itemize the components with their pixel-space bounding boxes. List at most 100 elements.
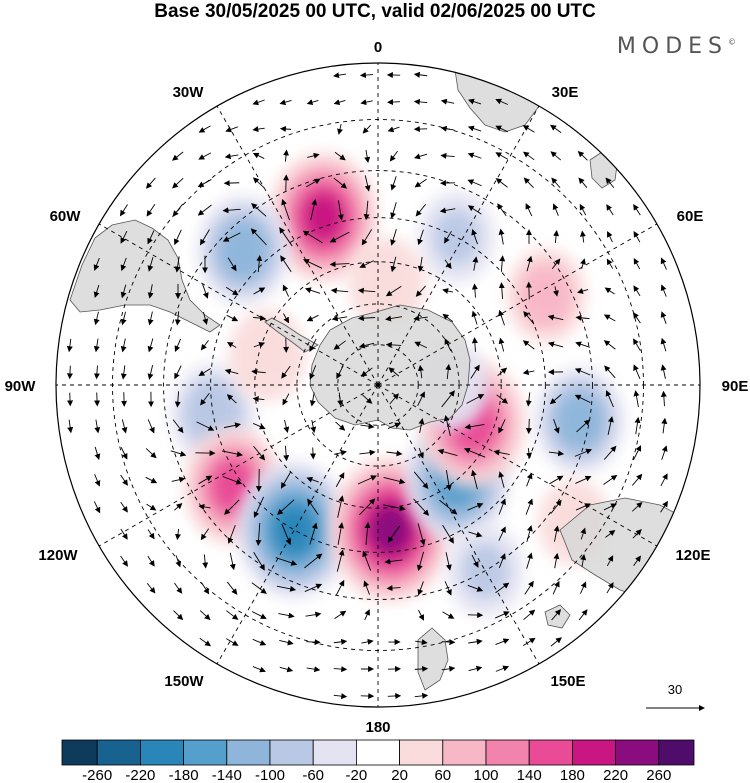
wind-vector — [201, 582, 210, 595]
colorbar-swatch — [139, 739, 184, 766]
colorbar-swatch — [312, 739, 357, 766]
wind-vector — [280, 255, 292, 273]
wind-vector — [93, 257, 100, 271]
tasmania — [544, 604, 571, 629]
wind-vector — [414, 692, 429, 699]
wind-vector — [605, 390, 614, 408]
wind-vector — [498, 228, 505, 245]
wind-vector — [253, 552, 265, 571]
wind-vector — [633, 285, 641, 297]
wind-vector — [360, 423, 375, 430]
wind-vector — [174, 365, 182, 380]
wind-vector — [603, 445, 617, 460]
wind-vector — [495, 125, 508, 133]
wind-vector — [147, 311, 154, 326]
wind-vector — [417, 523, 426, 546]
lon-label-90e: 90E — [722, 378, 749, 395]
wind-vector — [634, 416, 641, 435]
colorbar-tick-label: -20 — [346, 767, 368, 783]
wind-vector — [553, 286, 559, 297]
wind-vector — [547, 341, 564, 348]
wind-vector — [471, 310, 478, 325]
wind-vector — [147, 284, 154, 299]
wind-vector — [310, 198, 318, 221]
wind-vector — [252, 177, 265, 189]
wind-vector — [553, 230, 560, 244]
wind-vector — [329, 261, 350, 268]
wind-vector — [202, 283, 209, 299]
wind-vector — [660, 311, 667, 324]
wind-vector — [524, 580, 534, 595]
wind-vector — [334, 610, 347, 620]
wind-vector — [120, 257, 127, 272]
lon-label-150w: 150W — [164, 673, 204, 690]
wind-vector — [174, 311, 181, 326]
wind-vector — [390, 229, 397, 246]
wind-vector — [552, 203, 559, 216]
meridian-line — [216, 105, 379, 386]
wind-vector — [196, 421, 215, 431]
wind-vector — [333, 693, 348, 700]
lon-label-30w: 30W — [173, 84, 205, 101]
wind-vector — [631, 501, 643, 512]
modes-logo: MODES© — [617, 34, 736, 59]
wind-vector — [550, 124, 562, 134]
wind-vector — [337, 123, 343, 135]
wind-vector — [251, 611, 267, 619]
wind-vector — [418, 609, 425, 621]
wind-vector — [385, 341, 402, 348]
wind-vector — [198, 152, 212, 160]
colorbar-swatch — [442, 739, 487, 766]
wind-vector — [660, 257, 667, 270]
wind-vector — [575, 503, 591, 511]
lon-label-150e: 150E — [550, 673, 585, 690]
wind-vector — [553, 525, 560, 542]
wind-vector — [147, 365, 154, 380]
wind-vector — [442, 288, 453, 294]
wind-vector — [93, 338, 100, 353]
anomaly-level — [378, 514, 403, 545]
wind-vector — [660, 500, 668, 513]
wind-vector — [468, 98, 482, 105]
wind-vector — [523, 177, 534, 189]
wind-vector — [252, 152, 265, 159]
wind-vector — [283, 149, 290, 162]
wind-vector — [170, 450, 187, 457]
wind-vector — [309, 392, 316, 407]
wind-vector — [252, 395, 265, 402]
meridian-line — [377, 223, 658, 386]
wind-vector — [442, 524, 454, 544]
wind-vector — [468, 531, 483, 538]
wind-vector — [578, 177, 588, 189]
colorbar-swatch — [528, 739, 573, 766]
wind-vector — [414, 341, 428, 349]
wind-vector — [387, 126, 400, 133]
wind-vector — [418, 447, 424, 459]
wind-vector — [441, 390, 455, 408]
south-america — [69, 219, 221, 333]
wind-vector — [337, 522, 344, 545]
wind-vector — [119, 204, 128, 217]
wind-vector — [523, 310, 535, 325]
wind-vector — [202, 554, 209, 569]
wind-vector — [198, 125, 211, 133]
wind-vector — [309, 338, 317, 352]
wind-vector — [252, 638, 267, 646]
wind-vector — [660, 337, 667, 352]
colorbar-tick-label: 140 — [517, 767, 542, 783]
lon-label-120w: 120W — [38, 547, 78, 564]
wind-vector — [202, 311, 209, 325]
wind-vector — [226, 314, 239, 322]
wind-vector — [388, 367, 400, 377]
latitude-circle — [210, 217, 546, 553]
wind-vector — [526, 255, 533, 272]
colorbar-tick-label: -140 — [212, 767, 242, 783]
wind-vector — [497, 367, 508, 377]
wind-vector — [440, 98, 455, 105]
wind-vector — [498, 498, 506, 515]
wind-vector — [575, 314, 590, 321]
wind-vector — [251, 203, 267, 217]
wind-vector — [171, 476, 186, 483]
wind-vector — [120, 365, 127, 380]
wind-vector — [283, 419, 290, 434]
